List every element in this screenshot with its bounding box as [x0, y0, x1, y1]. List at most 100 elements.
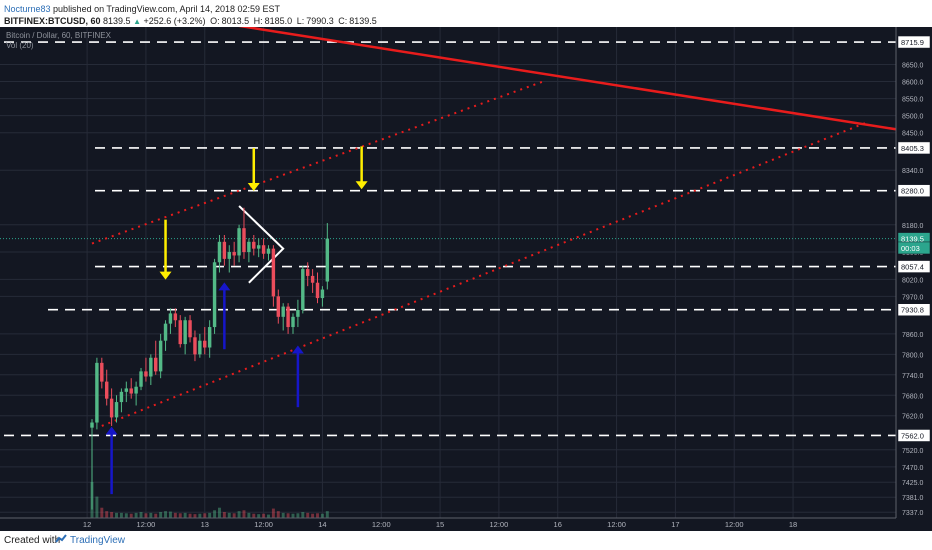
- volume-bar: [144, 513, 148, 518]
- open-label: O:: [210, 16, 220, 26]
- up-arrow-icon: ▲: [133, 17, 141, 26]
- price-tick-label: 7520.0: [902, 448, 924, 455]
- low-label: L:: [296, 16, 305, 26]
- volume-bar: [164, 511, 168, 518]
- volume-bar: [129, 513, 133, 518]
- candle-body: [90, 422, 94, 428]
- price-tag: [897, 184, 931, 197]
- candle-body: [247, 241, 251, 253]
- price-tick-label: 8650.0: [902, 63, 924, 70]
- candle-body: [217, 241, 222, 263]
- candle-body: [281, 306, 285, 317]
- tradingview-logo-icon: [55, 534, 67, 543]
- volume-bar: [232, 513, 236, 518]
- price-tick-label: 8020.0: [902, 277, 924, 284]
- time-tick-label: 12:00: [725, 520, 744, 529]
- candle-body: [134, 386, 138, 394]
- candle-body: [291, 316, 295, 328]
- tradingview-link[interactable]: TradingView: [70, 535, 126, 546]
- volume-legend: Vol (20): [6, 41, 34, 50]
- price-tick-label: 8450.0: [902, 131, 924, 138]
- price-chart[interactable]: 8650.0 8600.0 8550.0 8500.0 8450.0 8340.0 8180…: [0, 27, 932, 531]
- candle-body: [168, 313, 173, 324]
- volume-bar: [124, 513, 128, 518]
- volume-bar: [276, 511, 280, 518]
- candle-body: [149, 357, 153, 377]
- price-tick-label: 7337.0: [902, 510, 924, 517]
- channel-upper-line: [91, 80, 544, 245]
- price-tag: [897, 303, 931, 316]
- volume-bar: [105, 511, 109, 518]
- price-tick-label: 7470.0: [902, 465, 924, 472]
- candle-body: [119, 391, 124, 403]
- candle-body: [114, 402, 119, 418]
- price-tick-label: 7800.0: [902, 352, 924, 359]
- author-name[interactable]: Nocturne83: [4, 4, 51, 14]
- volume-bar: [178, 513, 182, 518]
- arrow-head: [247, 182, 260, 191]
- price-tag: [897, 241, 931, 255]
- time-tick-label: 18: [789, 520, 797, 529]
- time-tick-label: 17: [671, 520, 679, 529]
- candle-body: [104, 381, 109, 399]
- chart-legend-title: Bitcoin / Dollar, 60, BITFINEX: [6, 31, 112, 40]
- time-axis[interactable]: 12 12:00 13 12:00 14 12:00 15 12:00 16 12:00 17 12:…: [83, 520, 797, 529]
- volume-bar: [311, 513, 315, 518]
- volume-bar: [115, 512, 118, 518]
- volume-bar: [95, 496, 99, 518]
- volume-bar: [286, 513, 290, 518]
- volume-bar: [301, 512, 305, 518]
- time-tick-label: 14: [318, 520, 326, 529]
- candle-body: [183, 320, 187, 345]
- last-price: 8139.5: [103, 16, 131, 26]
- candle-body: [242, 228, 246, 253]
- time-tick-label: 12: [83, 520, 91, 529]
- low-value: 7990.3: [306, 16, 334, 26]
- candle-body: [158, 340, 163, 372]
- volume-bar: [281, 512, 285, 518]
- published-text: published on TradingView.com, April 14, …: [53, 4, 281, 14]
- volume-bar: [183, 512, 187, 518]
- symbol-info: BITFINEX:BTCUSD, 60 8139.5 ▲ +252.6 (+3.…: [4, 14, 377, 28]
- volume-bar: [237, 511, 241, 518]
- candle-body: [271, 248, 276, 297]
- volume-bar: [203, 513, 207, 518]
- candle-body: [198, 340, 202, 355]
- volume-bar: [306, 512, 310, 518]
- candle-body: [266, 248, 271, 254]
- time-tick-label: 15: [436, 520, 444, 529]
- price-tick-label: 8500.0: [902, 114, 924, 121]
- price-tick-label: 7425.0: [902, 480, 924, 487]
- volume-bar: [149, 512, 153, 518]
- volume-bar: [242, 510, 246, 518]
- volume-bar: [198, 513, 202, 518]
- time-tick-label: 12:00: [372, 520, 391, 529]
- price-tick-label: 8550.0: [902, 97, 924, 104]
- price-tag-label: 8280.0: [901, 187, 924, 196]
- price-change: +252.6 (+3.2%): [143, 16, 206, 26]
- price-tag-label: 7562.0: [901, 431, 924, 440]
- resistance-trendline: [238, 27, 897, 131]
- footer: Created with TradingView: [0, 531, 932, 550]
- candle-body: [178, 320, 182, 345]
- candles: [90, 207, 330, 510]
- candle-body: [227, 252, 231, 259]
- volume-bar: [325, 511, 329, 518]
- volume-bar: [208, 512, 212, 518]
- volume-bar: [139, 512, 143, 518]
- candle-body: [212, 262, 217, 328]
- price-axis-background: [896, 27, 932, 531]
- price-axis[interactable]: 8650.0 8600.0 8550.0 8500.0 8450.0 8340.0 8180…: [902, 63, 924, 518]
- volume-bar: [296, 513, 300, 518]
- candle-body: [163, 323, 168, 341]
- volume-bar: [257, 514, 261, 518]
- candle-body: [315, 282, 320, 299]
- annotation-arrows: [105, 146, 368, 495]
- volume-bar: [110, 512, 114, 518]
- candle-body: [301, 269, 305, 311]
- candle-body: [305, 269, 310, 276]
- candle-body: [222, 241, 227, 259]
- created-with-text: Created with: [4, 535, 61, 546]
- volume-bar: [188, 513, 192, 518]
- price-tick-label: 8340.0: [902, 168, 924, 175]
